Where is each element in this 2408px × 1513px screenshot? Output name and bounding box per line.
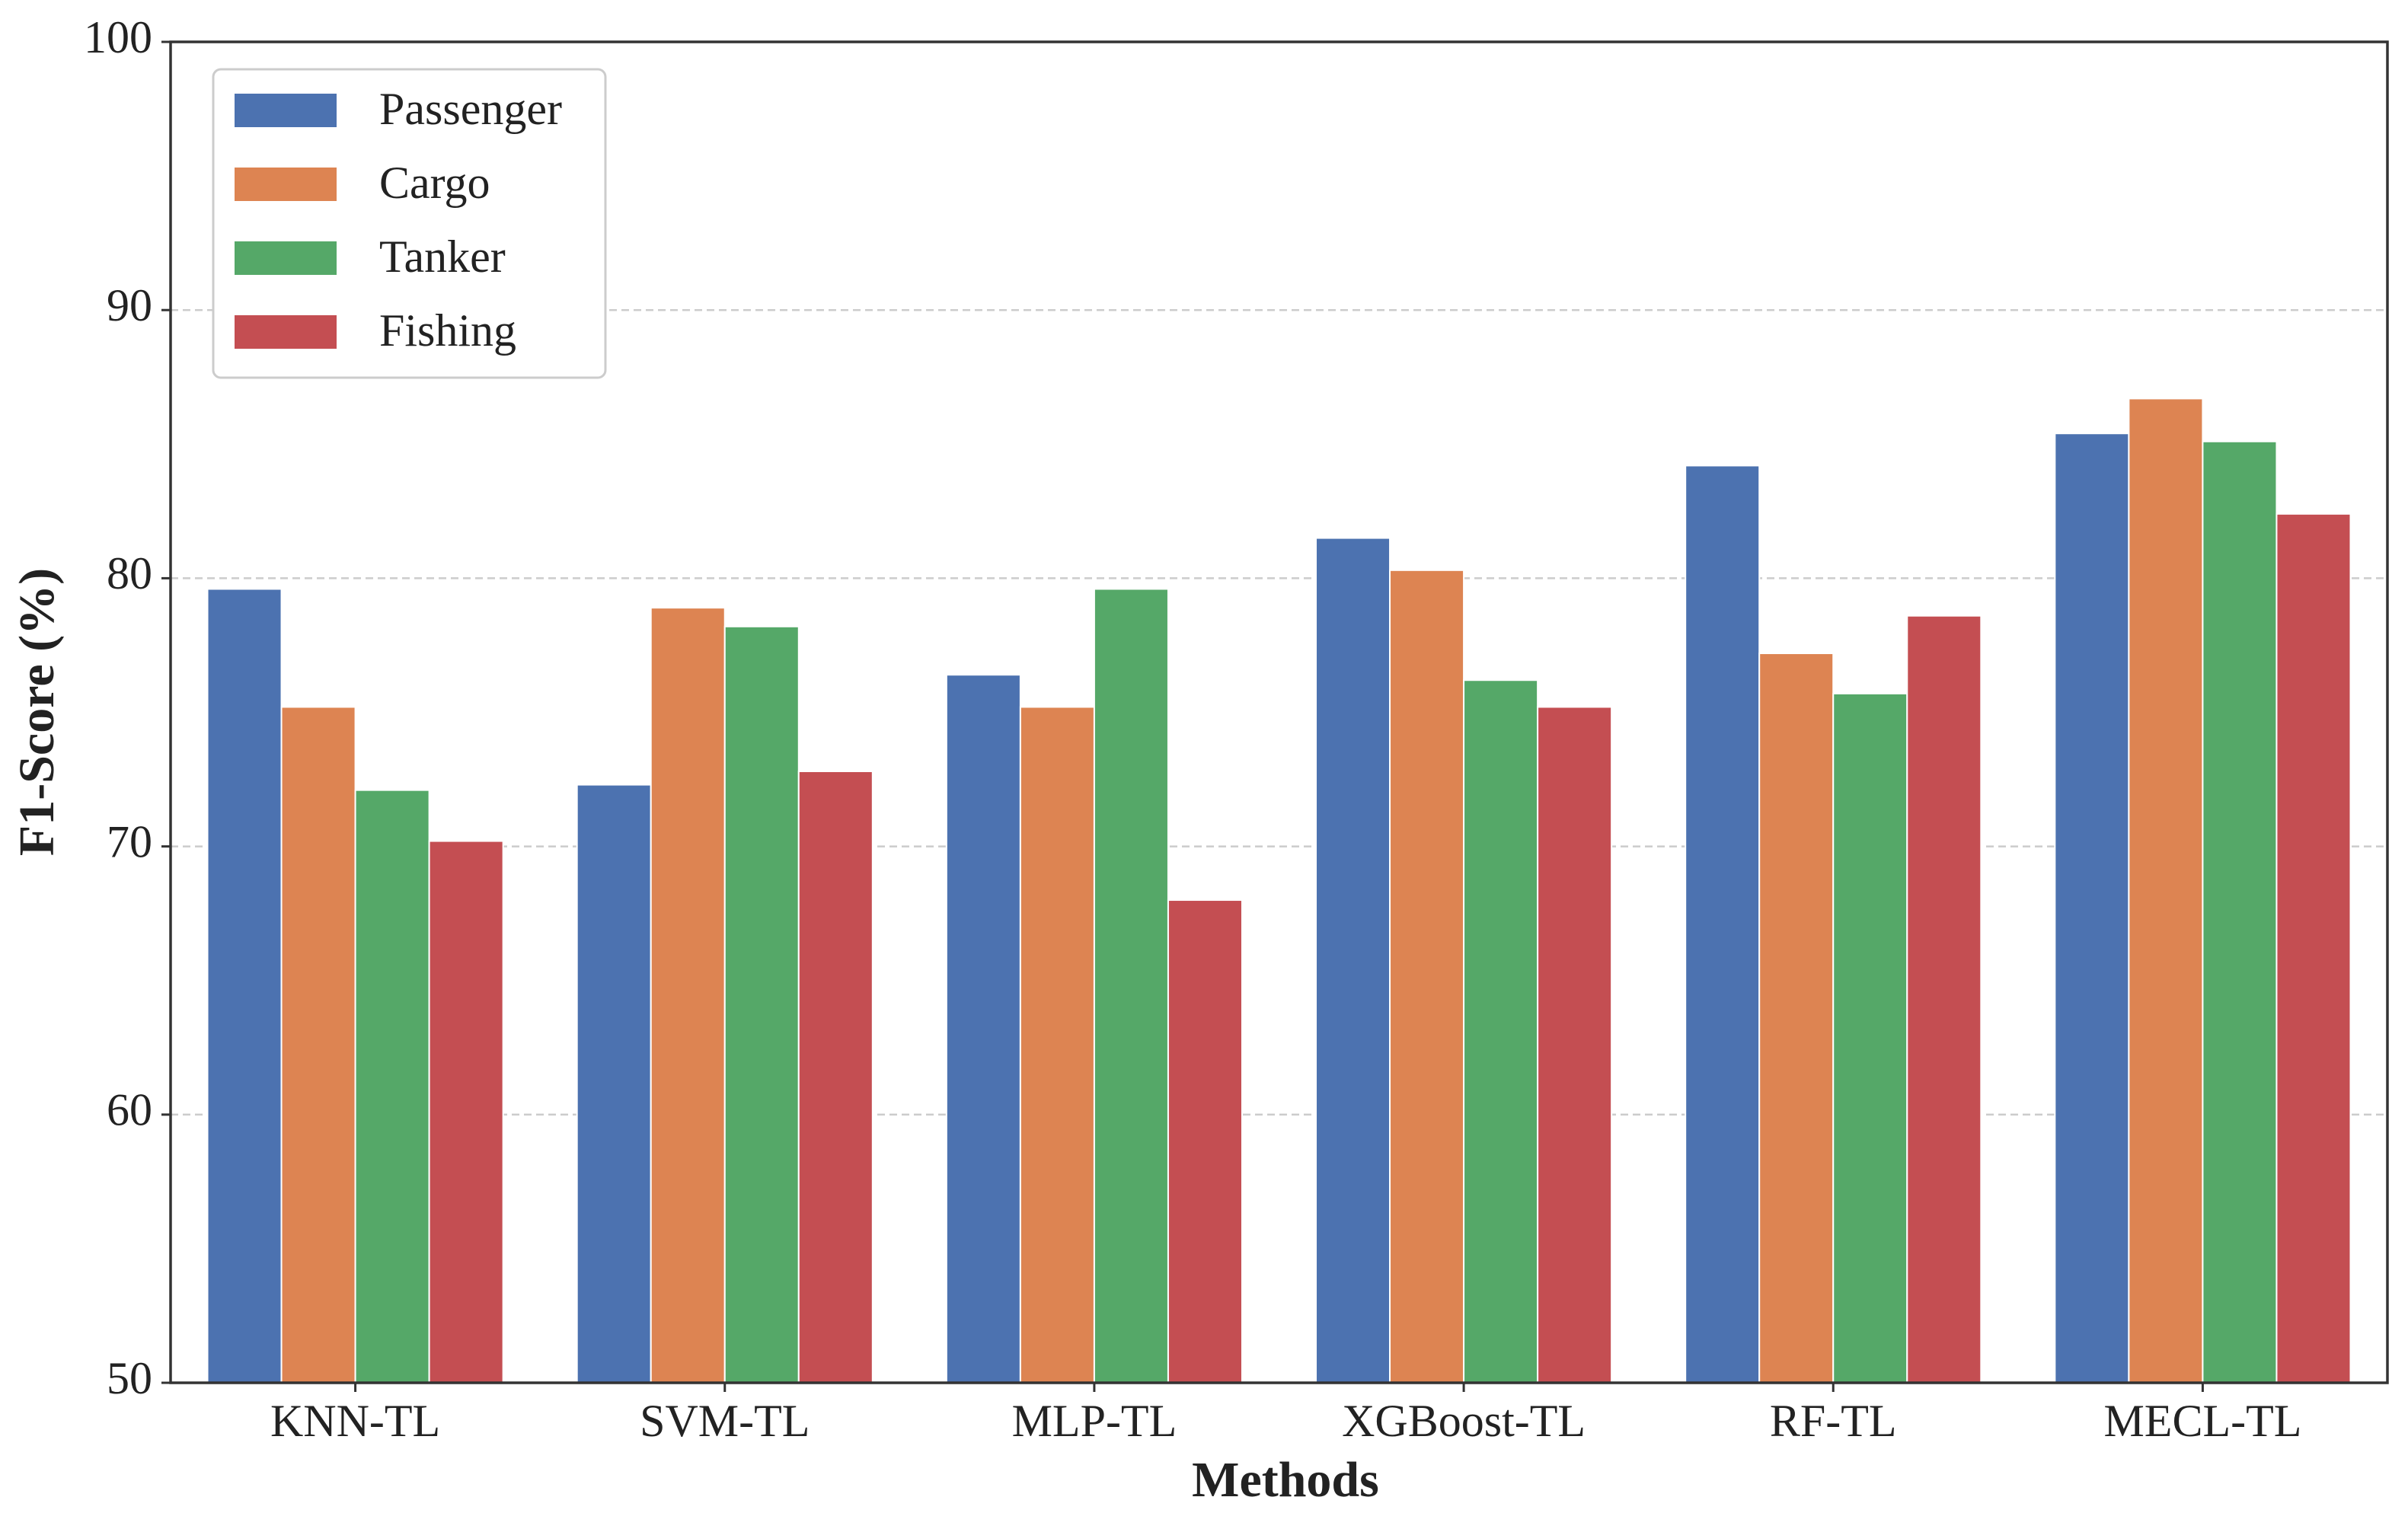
bar [723,625,800,1384]
legend-label: Passenger [379,84,562,134]
bar [1167,899,1243,1384]
bar [1832,692,1908,1384]
x-tick-label: SVM-TL [640,1396,810,1446]
bar [2202,440,2278,1384]
legend-frame [212,68,607,379]
x-tick-label: MECL-TL [2103,1396,2301,1446]
bar [945,674,1021,1384]
bar [650,607,726,1384]
y-tick-label: 50 [107,1353,152,1403]
bar [206,588,283,1384]
bar [1315,537,1391,1384]
y-tick-label: 90 [107,280,152,330]
bar [1537,706,1613,1384]
bar [1093,588,1169,1384]
bar [2054,433,2130,1384]
bar [1906,614,1982,1384]
legend-label: Tanker [379,231,506,282]
bar [354,789,430,1384]
y-tick-label: 80 [107,548,152,598]
x-tick-label: MLP-TL [1012,1396,1177,1446]
bar [280,706,356,1384]
legend-swatch [235,94,337,127]
x-tick-label: XGBoost-TL [1342,1396,1586,1446]
bar [2128,397,2204,1384]
y-tick-label: 100 [84,12,152,62]
legend-swatch [235,315,337,349]
bar [2275,512,2352,1384]
bar [797,770,873,1384]
bar [1463,679,1539,1384]
bar [1685,464,1761,1384]
bar [1019,706,1095,1384]
bar [428,840,504,1384]
y-tick-label: 60 [107,1085,152,1135]
legend-swatch [235,241,337,275]
legend-label: Fishing [379,305,516,356]
x-axis-label: Methods [1192,1452,1379,1508]
bar [576,784,652,1384]
y-axis-label: F1-Score (%) [9,568,65,856]
y-tick-label: 70 [107,816,152,867]
bar [1758,653,1835,1384]
x-tick-label: KNN-TL [270,1396,440,1446]
legend-swatch [235,168,337,201]
x-tick-label: RF-TL [1770,1396,1897,1446]
plot-frame [169,40,2389,1384]
bar [1389,569,1465,1384]
legend-label: Cargo [379,158,490,208]
